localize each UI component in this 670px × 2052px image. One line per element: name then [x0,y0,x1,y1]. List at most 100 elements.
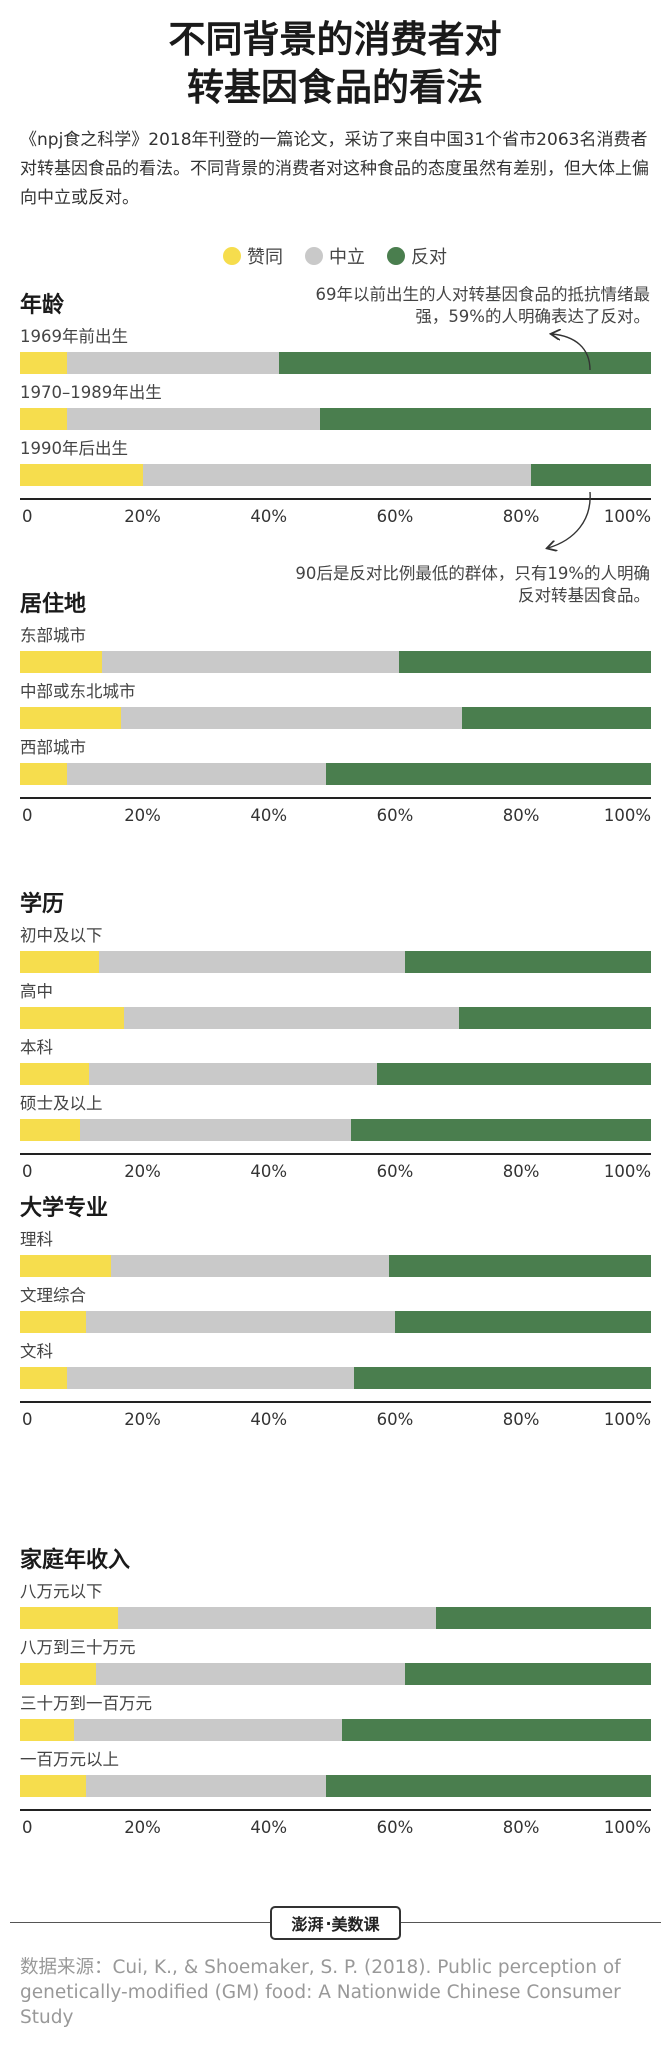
stacked-bar [20,1007,651,1029]
stacked-bar [20,951,651,973]
legend-label: 中立 [329,247,365,268]
x-tick-label: 60% [376,1162,414,1181]
bar-segment-agree [20,408,68,430]
bar-segment-agree [20,1607,118,1629]
bar-segment-oppose [461,707,651,729]
annotation-age-bottom: 90后是反对比例最低的群体，只有19%的人明确反对转基因食品。 [295,564,650,605]
category-label: 八万到三十万元 [20,1638,136,1657]
x-tick-label: 0 [22,1818,33,1837]
annotation-age-top: 69年以前出生的人对转基因食品的抵抗情绪最强，59%的人明确表达了反对。 [315,285,651,326]
bar-segment-neutral [86,1311,396,1333]
x-tick-label: 100% [603,806,651,825]
bar-segment-oppose [404,951,651,973]
stacked-bar [20,1255,651,1277]
group-title: 居住地 [20,592,87,617]
bar-segment-oppose [531,464,651,486]
category-label: 高中 [20,982,53,1001]
bar-segment-agree [20,1663,96,1685]
legend-label: 反对 [411,247,447,268]
category-label: 文科 [20,1342,53,1361]
bar-segment-neutral [111,1255,390,1277]
bar-segment-oppose [354,1367,651,1389]
category-label: 三十万到一百万元 [20,1694,152,1713]
bar-segment-neutral [67,763,327,785]
group-title: 大学专业 [20,1196,109,1221]
chart-title-line2: 转基因食品的看法 [187,66,483,109]
footer-line-right [401,1922,661,1923]
x-tick-label: 80% [502,507,540,526]
bar-segment-agree [20,1007,125,1029]
stacked-bar [20,1063,651,1085]
bar-segment-neutral [98,951,405,973]
group-title: 家庭年收入 [20,1548,131,1573]
legend-item: 中立 [305,243,365,269]
x-axis-line [20,1809,651,1811]
bar-segment-neutral [117,1607,437,1629]
stacked-bar [20,1719,651,1741]
bar-segment-oppose [398,651,651,673]
x-axis-line [20,797,651,799]
bar-segment-neutral [143,464,532,486]
x-tick-label: 80% [502,1162,540,1181]
legend: 赞同 中立 反对 [0,243,670,269]
x-tick-label: 40% [250,1818,288,1837]
publisher-logo: 澎湃 · 美数课 [270,1906,401,1940]
bar-segment-oppose [458,1007,651,1029]
x-tick-label: 60% [376,507,414,526]
x-tick-label: 100% [603,1410,651,1429]
bar-segment-neutral [86,1775,327,1797]
stacked-bar [20,1367,651,1389]
intro-text: 《npj食之科学》2018年刊登的一篇论文，采访了来自中国31个省市2063名消… [20,130,649,208]
logo-text: 美数课 [331,1915,380,1934]
stacked-bar [20,1119,651,1141]
chart-title-line1: 不同背景的消费者对 [168,18,502,61]
bar-segment-neutral [67,408,320,430]
category-label: 八万元以下 [20,1582,103,1601]
bar-segment-oppose [326,1775,651,1797]
bar-segment-neutral [89,1063,377,1085]
x-axis-line [20,1153,651,1155]
group-title: 学历 [20,892,65,917]
bar-segment-agree [20,651,103,673]
x-tick-label: 100% [603,507,651,526]
bar-segment-agree [20,1775,87,1797]
x-tick-label: 40% [250,1410,288,1429]
category-label: 文理综合 [20,1286,86,1305]
x-tick-label: 0 [22,507,33,526]
bar-segment-neutral [67,352,279,374]
x-tick-label: 100% [603,1162,651,1181]
x-tick-label: 80% [502,806,540,825]
category-label: 中部或东北城市 [20,682,136,701]
bar-segment-agree [20,352,68,374]
footer-line-left [10,1922,270,1923]
x-tick-label: 80% [502,1818,540,1837]
legend-swatch [305,247,323,265]
x-tick-label: 20% [124,806,161,825]
legend-label: 赞同 [247,247,283,268]
category-label: 一百万元以上 [20,1750,119,1769]
bar-segment-neutral [120,707,462,729]
logo-seal: 澎湃 [291,1915,324,1934]
bar-segment-oppose [389,1255,651,1277]
bar-segment-agree [20,1367,68,1389]
category-label: 西部城市 [20,738,86,757]
bar-segment-oppose [436,1607,651,1629]
x-axis-line [20,498,651,500]
bar-segment-agree [20,763,68,785]
bar-segment-oppose [376,1063,651,1085]
bar-segment-agree [20,1719,74,1741]
bar-segment-agree [20,707,121,729]
category-label: 东部城市 [20,626,86,645]
stacked-bar [20,651,651,673]
x-tick-label: 20% [124,507,161,526]
stacked-bar [20,763,651,785]
x-axis-line [20,1401,651,1403]
x-tick-label: 60% [376,806,414,825]
stacked-bar [20,464,651,486]
x-tick-label: 0 [22,1410,33,1429]
bar-segment-neutral [124,1007,459,1029]
x-tick-label: 20% [124,1162,161,1181]
category-label: 1969年前出生 [20,327,128,346]
x-tick-label: 100% [603,1818,651,1837]
bar-segment-neutral [67,1367,355,1389]
